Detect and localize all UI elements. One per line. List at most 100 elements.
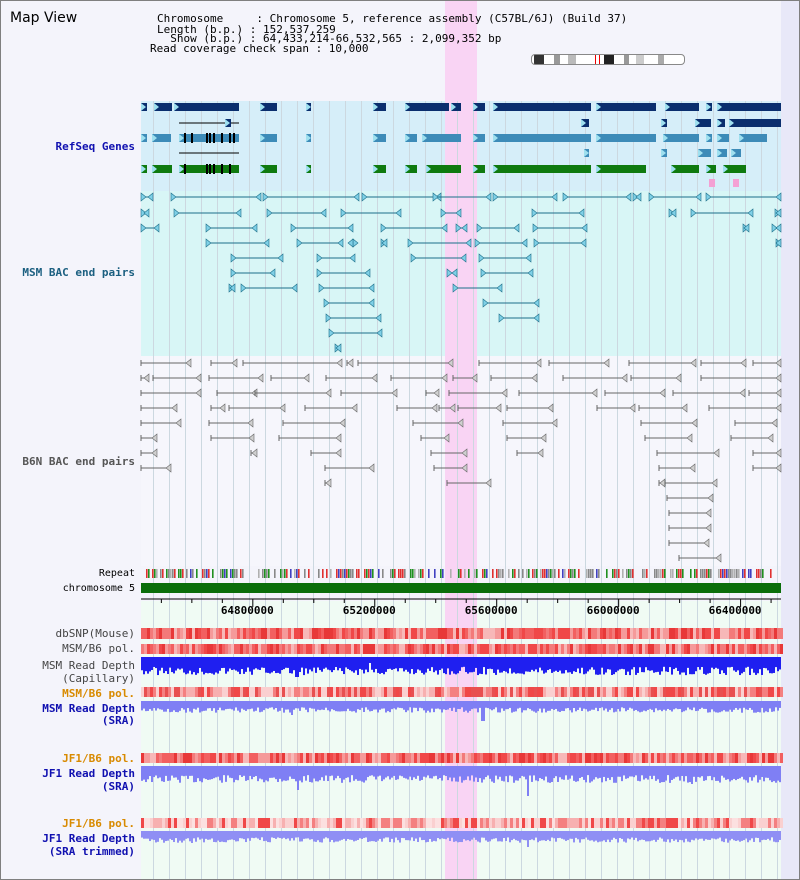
- depth-bar: [617, 766, 619, 777]
- depth-bar: [177, 766, 179, 780]
- heat-cell: [510, 753, 513, 763]
- heat-cell: [345, 628, 348, 639]
- repeat-element: [654, 569, 656, 578]
- depth-bar: [631, 657, 633, 670]
- repeat-element: [368, 569, 370, 578]
- heat-cell: [333, 687, 336, 697]
- repeat-element: [616, 569, 618, 578]
- depth-bar: [635, 701, 637, 710]
- heat-cell: [153, 753, 156, 763]
- depth-bar: [489, 766, 491, 779]
- heat-cell: [225, 644, 228, 654]
- heat-cell: [513, 753, 516, 763]
- depth-bar: [459, 766, 461, 777]
- track-label-jf1-pol[interactable]: JF1/B6 pol.: [62, 752, 135, 765]
- depth-bar: [385, 701, 387, 713]
- track-label-msm-depth-sra[interactable]: MSM Read Depth: [42, 702, 135, 715]
- depth-bar: [393, 657, 395, 670]
- heat-cell: [423, 644, 426, 654]
- repeat-element: [258, 569, 260, 578]
- heat-cell: [648, 687, 651, 697]
- depth-bar: [699, 766, 701, 778]
- depth-bar: [455, 831, 457, 842]
- repeat-element: [562, 569, 564, 578]
- heat-cell: [147, 628, 150, 639]
- depth-bar: [663, 657, 665, 667]
- gene-strand-arrow: [451, 103, 456, 111]
- depth-bar: [751, 766, 753, 781]
- heat-cell: [684, 644, 687, 654]
- exon-tick: [233, 133, 235, 143]
- depth-bar: [725, 657, 727, 675]
- heat-cell: [429, 687, 432, 697]
- depth-bar: [663, 701, 665, 710]
- heat-cell: [243, 753, 246, 763]
- heat-cell: [627, 753, 630, 763]
- repeat-element: [590, 569, 592, 578]
- heat-cell: [759, 644, 762, 654]
- heat-cell: [555, 818, 558, 828]
- track-label-repeat[interactable]: Repeat: [98, 568, 135, 579]
- heat-cell: [630, 818, 633, 828]
- heat-cell: [282, 818, 285, 828]
- depth-bar: [321, 657, 323, 672]
- depth-bar: [573, 831, 575, 843]
- track-label-msm-pol[interactable]: MSM/B6 pol.: [62, 642, 135, 655]
- depth-bar: [657, 701, 659, 711]
- track-label-msm-depth-capillary[interactable]: MSM Read Depth: [42, 659, 135, 672]
- depth-bar: [491, 831, 493, 840]
- depth-bar: [539, 701, 541, 709]
- heat-cell: [390, 644, 393, 654]
- heat-cell: [453, 644, 456, 654]
- bac-end-marker: [531, 373, 538, 383]
- depth-bar: [605, 701, 607, 709]
- depth-bar: [557, 657, 559, 672]
- heat-cell: [201, 687, 204, 697]
- depth-bar: [319, 831, 321, 843]
- depth-bar: [327, 657, 329, 670]
- depth-bar: [143, 766, 145, 780]
- heat-cell: [456, 687, 459, 697]
- track-label-msm-bac[interactable]: MSM BAC end pairs: [22, 266, 135, 279]
- track-label-jf1-depth-trimmed[interactable]: JF1 Read Depth: [42, 832, 135, 845]
- heat-cell: [402, 644, 405, 654]
- depth-bar: [579, 766, 581, 779]
- track-label-b6n-bac[interactable]: B6N BAC end pairs: [22, 455, 135, 468]
- depth-bar: [541, 831, 543, 841]
- depth-bar: [537, 831, 539, 843]
- depth-bar: [589, 657, 591, 670]
- repeat-element: [696, 569, 698, 578]
- track-label-chromosome[interactable]: chromosome 5: [62, 583, 135, 594]
- track-label-refseq[interactable]: RefSeq Genes: [55, 140, 135, 153]
- right-scroll-strip[interactable]: [781, 1, 799, 879]
- track-label-jf1-depth[interactable]: JF1 Read Depth: [42, 767, 135, 780]
- track-label-msm-pol-2[interactable]: MSM/B6 pol.: [62, 687, 135, 700]
- heat-cell: [606, 687, 609, 697]
- track-label-dbsnp[interactable]: dbSNP(Mouse): [55, 627, 135, 640]
- bac-end-marker: [457, 418, 464, 428]
- depth-bar: [277, 701, 279, 712]
- depth-bar: [743, 831, 745, 841]
- depth-bar: [569, 766, 571, 779]
- chromosome-ideogram[interactable]: [531, 54, 685, 65]
- depth-bar: [553, 831, 555, 839]
- heat-cell: [480, 687, 483, 697]
- heat-cell: [564, 818, 567, 828]
- heat-cell: [297, 753, 300, 763]
- depth-bar: [245, 657, 247, 672]
- heat-cell: [399, 818, 402, 828]
- repeat-element: [234, 569, 236, 578]
- heat-cell: [606, 818, 609, 828]
- repeat-element: [542, 569, 544, 578]
- depth-bar: [551, 831, 553, 838]
- depth-bar: [581, 701, 583, 711]
- heat-cell: [708, 687, 711, 697]
- heat-cell: [708, 628, 711, 639]
- bac-end-marker: [255, 192, 262, 202]
- gene-strand-arrow: [306, 165, 311, 173]
- depth-bar: [715, 831, 717, 840]
- track-label-jf1-pol-2[interactable]: JF1/B6 pol.: [62, 817, 135, 830]
- depth-bar: [369, 701, 371, 712]
- heat-cell: [378, 818, 381, 828]
